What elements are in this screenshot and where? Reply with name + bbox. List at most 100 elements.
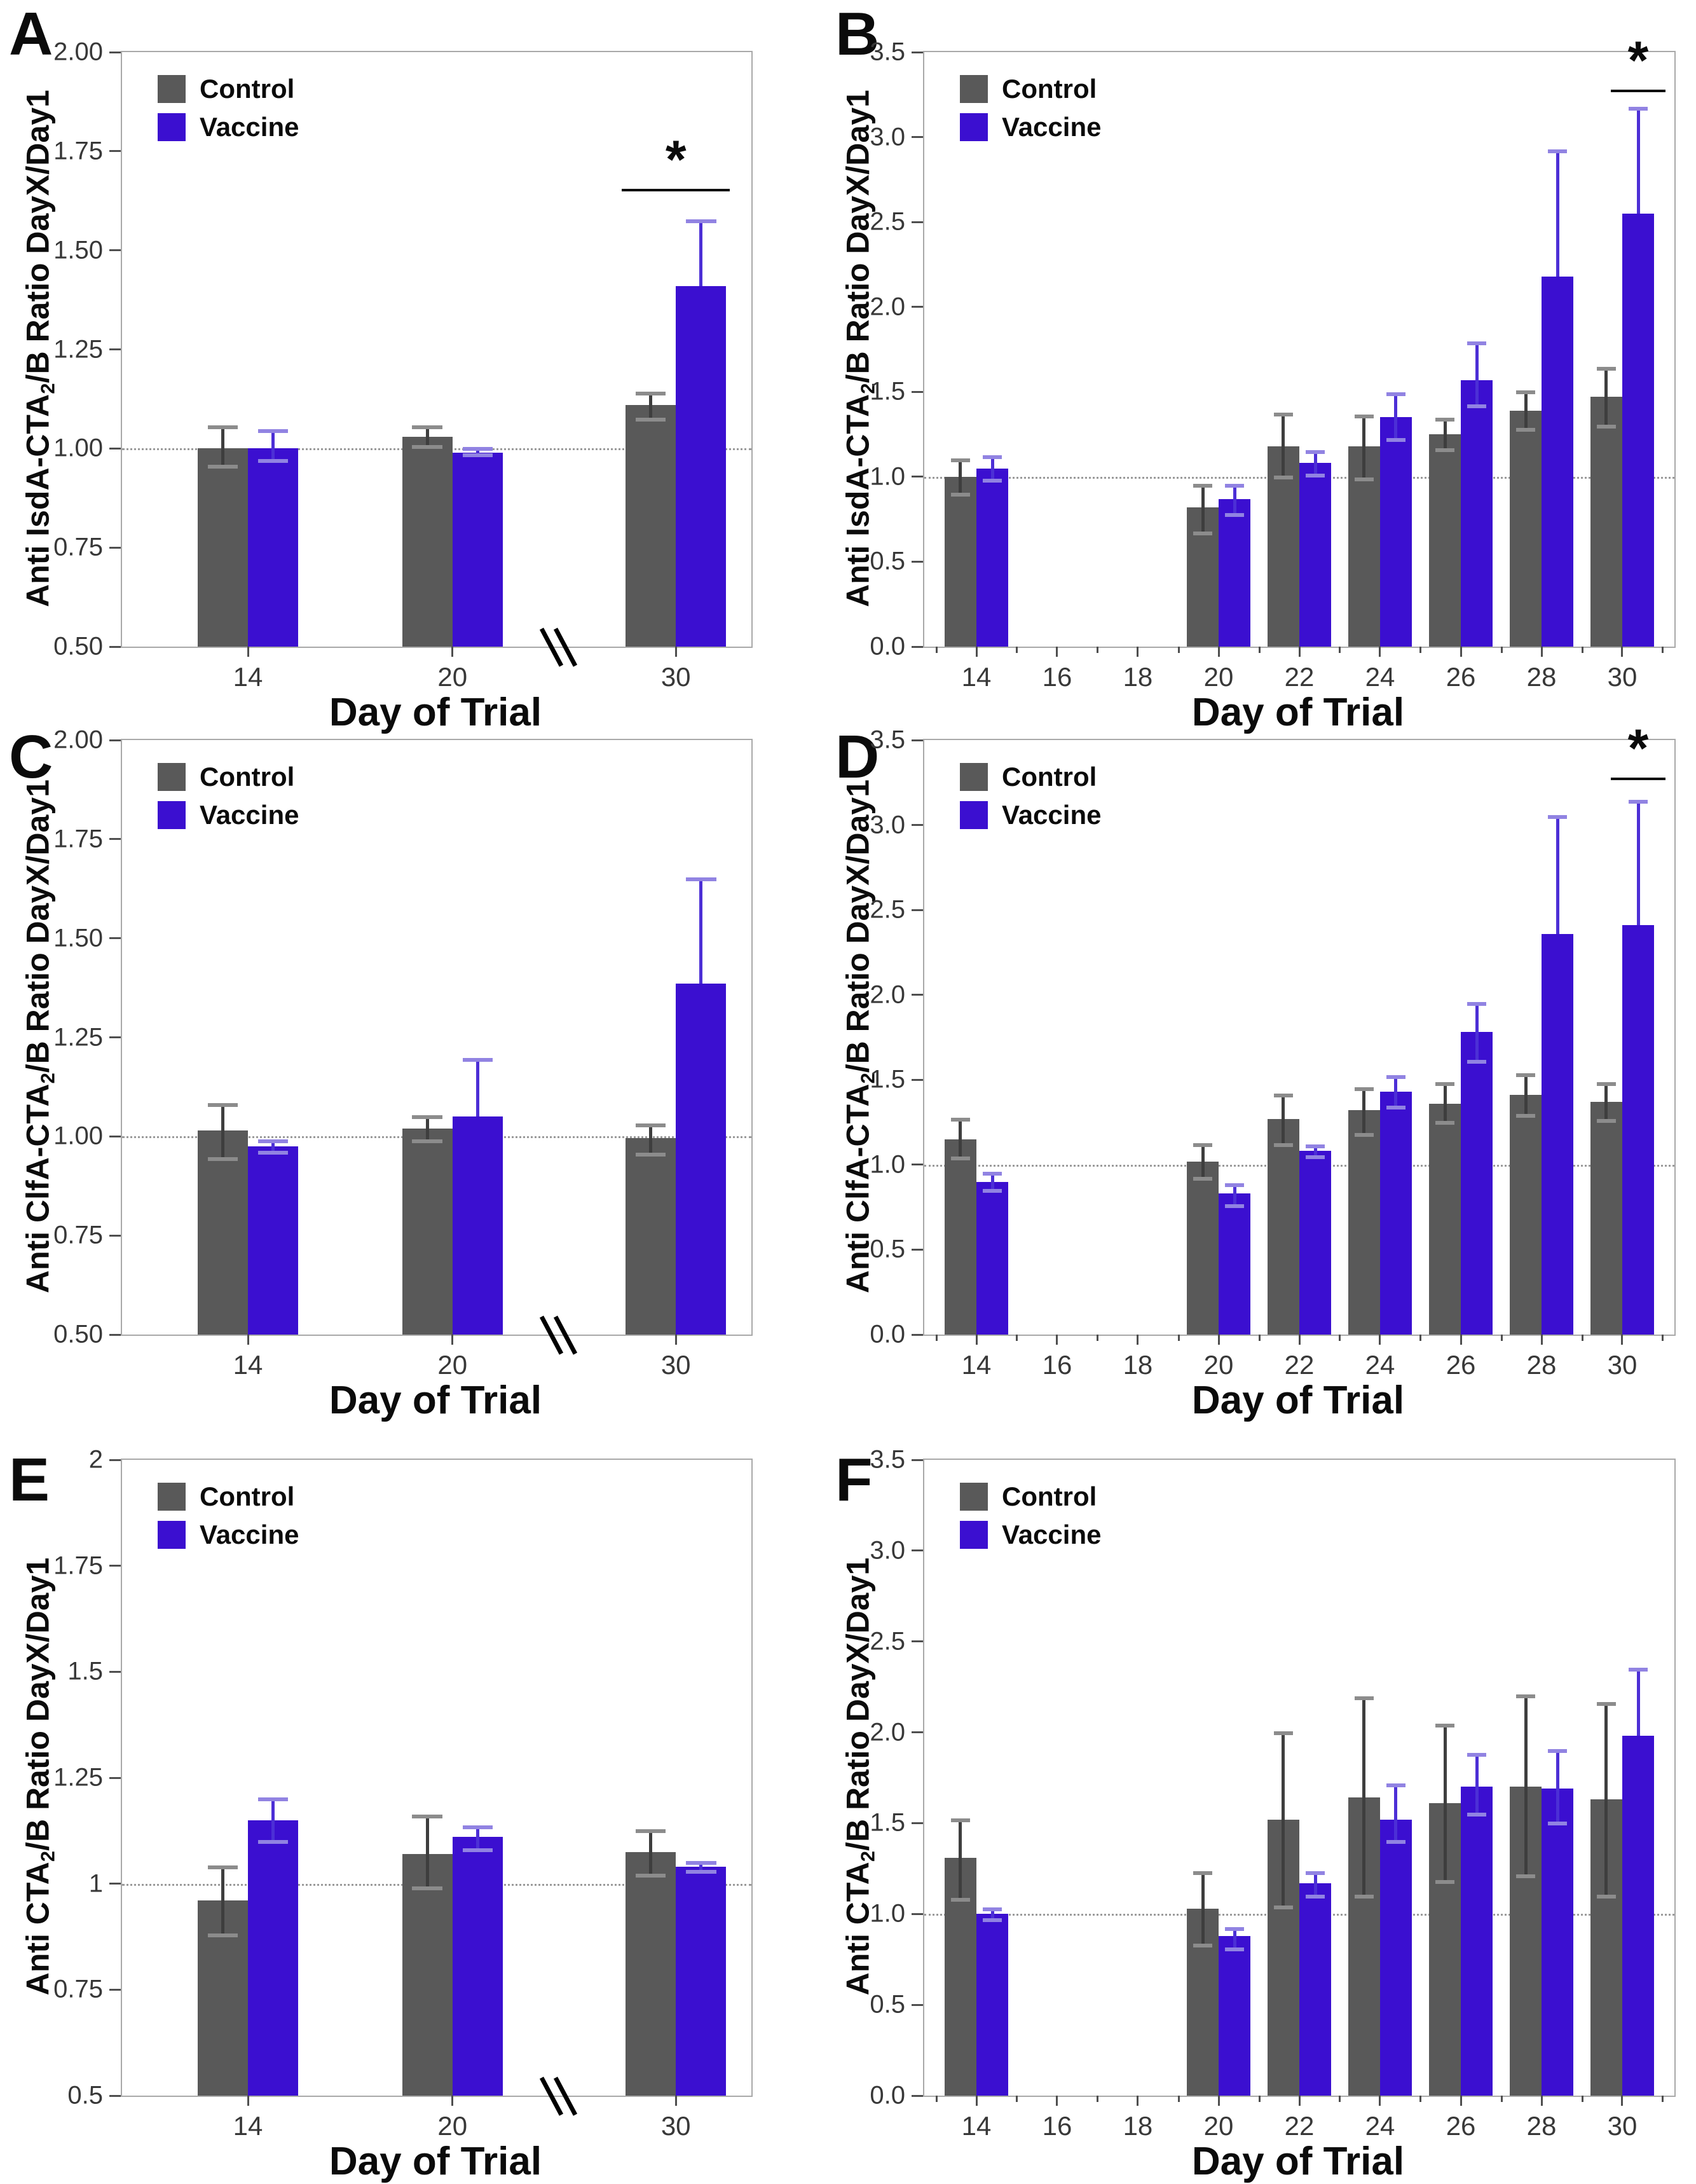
y-tick — [109, 1776, 121, 1779]
y-tick-label: 0.75 — [53, 533, 103, 561]
legend-label-control: Control — [200, 1481, 295, 1511]
x-minor-tick — [1662, 1335, 1664, 1341]
error-bar-control-day-28 — [1524, 392, 1528, 430]
error-cap-bottom-control-day-20 — [1193, 532, 1213, 535]
y-axis-label-text: /B Ratio DayX/Day1 — [20, 1557, 56, 1851]
error-cap-top-control-day-28 — [1515, 1073, 1536, 1078]
legend-label-control: Control — [200, 74, 295, 104]
x-tick-label-day-30: 30 — [1607, 2111, 1638, 2141]
legend-swatch-control — [960, 763, 988, 791]
y-tick — [109, 249, 121, 252]
error-bar-vaccine-day-14 — [271, 1799, 275, 1841]
y-axis-label-subscript: 2 — [856, 1850, 879, 1862]
bar-vaccine-day-30 — [676, 285, 727, 647]
x-minor-tick — [1258, 1335, 1261, 1341]
x-minor-tick — [1419, 1335, 1422, 1341]
x-tick — [674, 2096, 677, 2106]
error-cap-top-vaccine-day-22 — [1305, 1871, 1325, 1875]
error-cap-top-vaccine-day-20 — [462, 447, 493, 451]
error-bar-control-day-14 — [221, 1104, 224, 1158]
bar-control-day-28 — [1509, 1095, 1542, 1335]
x-axis-title: Day of Trial — [329, 690, 542, 734]
x-axis-title: Day of Trial — [1191, 690, 1405, 734]
y-tick — [109, 739, 121, 741]
x-minor-tick — [1177, 2096, 1180, 2102]
y-tick — [109, 937, 121, 940]
error-bar-vaccine-day-26 — [1475, 1754, 1479, 1815]
x-tick — [1298, 2096, 1301, 2106]
error-cap-top-vaccine-day-30 — [1628, 1667, 1648, 1672]
error-cap-top-vaccine-day-14 — [257, 429, 289, 434]
x-tick-label-day-22: 22 — [1284, 2111, 1315, 2141]
x-tick — [1460, 2096, 1462, 2106]
bar-control-day-30 — [1590, 1102, 1622, 1335]
error-bar-control-day-14 — [959, 1118, 962, 1158]
x-minor-tick — [1016, 2096, 1018, 2102]
x-tick — [975, 1335, 978, 1345]
error-bar-vaccine-day-20 — [475, 1826, 479, 1850]
error-cap-bottom-vaccine-day-20 — [462, 453, 493, 457]
legend-swatch-control — [960, 75, 988, 103]
error-cap-bottom-control-day-22 — [1273, 475, 1294, 479]
bar-control-day-22 — [1267, 446, 1299, 647]
error-cap-top-vaccine-day-30 — [686, 877, 716, 882]
y-tick-label: 3.0 — [870, 123, 905, 151]
x-tick-label-day-24: 24 — [1365, 1350, 1395, 1380]
legend: Control Vaccine — [960, 762, 1101, 838]
x-tick — [1137, 1335, 1139, 1345]
y-tick-label: 0.50 — [53, 1320, 103, 1349]
error-cap-top-control-day-26 — [1435, 1724, 1455, 1728]
bar-vaccine-day-30 — [1622, 925, 1655, 1335]
bar-vaccine-day-22 — [1299, 463, 1332, 647]
error-cap-top-control-day-20 — [1193, 1871, 1213, 1875]
error-bar-control-day-14 — [959, 1819, 962, 1900]
y-tick-label: 2.0 — [870, 980, 905, 1009]
error-bar-control-day-24 — [1362, 1088, 1366, 1134]
bar-vaccine-day-28 — [1542, 276, 1574, 647]
bar-vaccine-day-20 — [1219, 1935, 1251, 2096]
error-cap-top-vaccine-day-24 — [1386, 1075, 1406, 1079]
x-tick — [247, 2096, 249, 2106]
x-tick-label-day-14: 14 — [961, 1350, 992, 1380]
y-tick — [912, 476, 923, 478]
error-cap-top-vaccine-day-14 — [257, 1797, 289, 1802]
error-cap-top-vaccine-day-22 — [1305, 1144, 1325, 1149]
legend-row-control: Control — [158, 74, 299, 104]
bar-control-day-20 — [402, 1128, 453, 1335]
error-bar-vaccine-day-28 — [1556, 150, 1559, 277]
error-cap-bottom-vaccine-day-24 — [1386, 438, 1406, 443]
error-cap-top-vaccine-day-20 — [1224, 1183, 1245, 1187]
x-tick — [247, 647, 249, 657]
y-tick-label: 3.5 — [870, 1445, 905, 1474]
error-cap-top-control-day-26 — [1435, 418, 1455, 422]
error-bar-vaccine-day-28 — [1556, 816, 1559, 934]
x-tick — [975, 2096, 978, 2106]
error-cap-top-vaccine-day-26 — [1467, 1752, 1487, 1757]
y-tick-label: 0.5 — [870, 547, 905, 575]
bar-control-day-20 — [402, 436, 453, 647]
x-axis-title: Day of Trial — [329, 2139, 542, 2183]
y-tick — [109, 2094, 121, 2097]
error-cap-bottom-vaccine-day-20 — [1224, 1947, 1245, 1951]
error-cap-top-control-day-14 — [950, 1818, 971, 1822]
error-cap-top-vaccine-day-28 — [1547, 149, 1568, 153]
bar-control-day-22 — [1267, 1118, 1299, 1335]
y-tick — [912, 645, 923, 648]
error-cap-top-vaccine-day-30 — [686, 1861, 716, 1865]
y-tick-label: 0.75 — [53, 1221, 103, 1249]
error-cap-top-control-day-22 — [1273, 1094, 1294, 1098]
panel-C: C Anti ClfA-CTA2/B Ratio DayX/Day1 2.00 1.7… — [0, 723, 826, 1446]
panel-E: E Anti CTA2/B Ratio DayX/Day1 2 1.75 1.5 1.25… — [0, 1446, 826, 2183]
legend-row-control: Control — [158, 762, 299, 792]
error-cap-top-vaccine-day-24 — [1386, 1783, 1406, 1788]
panel-letter-C: C — [9, 723, 53, 791]
y-axis-label-subscript: 2 — [36, 1072, 59, 1083]
error-bar-control-day-24 — [1362, 415, 1366, 479]
error-cap-top-control-day-26 — [1435, 1082, 1455, 1086]
significance-line — [1610, 89, 1666, 92]
y-tick — [912, 560, 923, 563]
y-tick-label: 1.75 — [53, 1551, 103, 1580]
error-bar-control-day-30 — [649, 1124, 653, 1155]
y-tick-label: 2.00 — [53, 725, 103, 754]
